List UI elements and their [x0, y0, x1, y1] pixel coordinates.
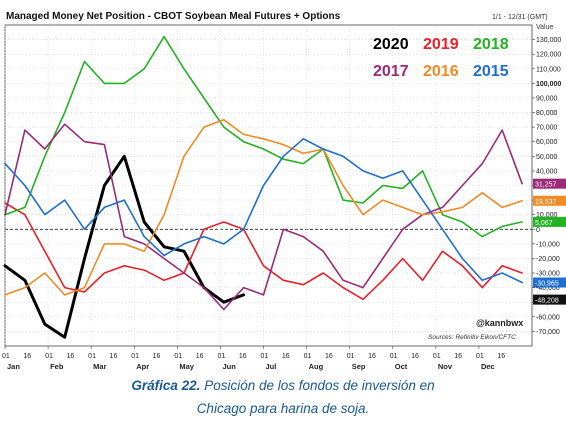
caption-line-2: Chicago para harina de soja. [196, 401, 370, 416]
value-flag [533, 195, 566, 206]
month-label: Sep [352, 362, 366, 371]
y-tick-label: 60,000 [536, 139, 558, 146]
figure-caption: Gráfica 22. Posición de los fondos de in… [0, 378, 566, 393]
legend-entry-2019: 2019 [423, 36, 459, 53]
month-label: Dec [481, 362, 495, 371]
month-label: Jan [7, 362, 20, 371]
x-tick-label: 01 [304, 353, 312, 360]
month-label: Jun [222, 362, 236, 371]
x-tick-label: 16 [325, 353, 333, 360]
x-tick-label: 01 [433, 353, 441, 360]
series-line-2018 [4, 35, 523, 238]
y-axis-title: Value [536, 24, 553, 31]
x-tick-label: 01 [347, 353, 355, 360]
series-line-2015 [4, 138, 523, 284]
legend-entry-2020: 2020 [373, 36, 409, 53]
y-tick-label: 50,000 [536, 154, 558, 161]
y-tick-label: -20,000 [536, 256, 560, 263]
value-flag-label: 19,537 [535, 199, 557, 206]
legend-entry-2015: 2015 [473, 63, 509, 80]
legend: 2020 2019 2018 2017 2016 2015 [373, 36, 509, 80]
value-flag-label: 31,257 [535, 182, 557, 189]
series-lines [3, 35, 523, 339]
value-flag [533, 294, 566, 305]
month-label: Jul [266, 362, 277, 371]
x-tick-label: 16 [368, 353, 376, 360]
y-tick-label: 0 [536, 227, 540, 234]
figure-caption-line-2: Chicago para harina de soja. [0, 401, 566, 416]
y-tick-label: -60,000 [536, 314, 560, 321]
handle-annotation: @kannbwx [476, 318, 523, 328]
x-tick-label: 16 [282, 353, 290, 360]
series-line-2019 [4, 202, 523, 301]
caption-line-1: Posición de los fondos de inversión en [204, 378, 435, 393]
x-tick-label: 01 [390, 353, 398, 360]
month-label: Mar [93, 362, 106, 371]
y-tick-label: -70,000 [536, 329, 560, 336]
y-tick-label: -30,000 [536, 271, 560, 278]
y-tick-label: 40,000 [536, 168, 558, 175]
month-label: Nov [438, 362, 453, 371]
y-tick-label: 130,000 [536, 37, 561, 44]
x-tick-label: 16 [66, 353, 74, 360]
x-tick-label: 16 [411, 353, 419, 360]
axes: 130,000 120,000 110,000 100,000 90,000 80,000… [2, 37, 561, 371]
x-tick-label: 01 [2, 353, 10, 360]
series-line-2016 [4, 119, 523, 296]
y-tick-label: 70,000 [536, 125, 558, 132]
x-tick-label: 16 [153, 353, 161, 360]
y-tick-label: 90,000 [536, 95, 558, 102]
month-label: Aug [309, 362, 324, 371]
y-tick-label: -10,000 [536, 241, 560, 248]
x-tick-label: 01 [476, 353, 484, 360]
x-tick-label: 01 [131, 353, 139, 360]
value-flag [533, 178, 566, 189]
legend-entry-2016: 2016 [423, 63, 459, 80]
source-annotation: Sources: Refinitiv Eikon/CFTC [428, 334, 516, 341]
x-tick-label: 16 [23, 353, 31, 360]
y-tick-label: -40,000 [536, 285, 560, 292]
value-flag-label: -48,208 [535, 298, 559, 305]
value-flag [533, 277, 566, 288]
y-tick-label: 100,000 [536, 81, 561, 88]
x-tick-label: 16 [196, 353, 204, 360]
x-tick-label: 01 [88, 353, 96, 360]
x-tick-label: 16 [454, 353, 462, 360]
x-tick-label: 01 [261, 353, 269, 360]
month-label: May [179, 362, 194, 371]
value-flag-label: 5,067 [535, 220, 553, 227]
chart-title: Managed Money Net Position - CBOT Soybea… [6, 11, 341, 22]
month-label: Oct [395, 362, 408, 371]
x-tick-label: 16 [497, 353, 505, 360]
y-tick-label: 110,000 [536, 66, 561, 73]
series-line-2017 [4, 123, 523, 311]
y-tick-label: 120,000 [536, 52, 561, 59]
month-label: Apr [136, 362, 149, 371]
month-label: Feb [50, 362, 64, 371]
caption-label: Gráfica 22. [131, 378, 201, 393]
date-range-label: 1/1 - 12/31 (GMT) [492, 14, 548, 21]
x-tick-label: 01 [45, 353, 53, 360]
y-tick-label: 80,000 [536, 110, 558, 117]
value-flags: 31,257 19,537 5,067 -30,965 -48,208 [533, 178, 566, 305]
chart-text: Managed Money Net Position - CBOT Soybea… [6, 11, 553, 341]
y-tick-label: 10,000 [536, 212, 558, 219]
x-tick-label: 16 [110, 353, 118, 360]
legend-entry-2018: 2018 [473, 36, 509, 53]
legend-entry-2017: 2017 [373, 63, 409, 80]
x-tick-label: 16 [239, 353, 247, 360]
x-tick-label: 01 [174, 353, 182, 360]
x-tick-label: 01 [217, 353, 225, 360]
value-flag [533, 216, 566, 227]
value-flag-label: -30,965 [535, 281, 559, 288]
